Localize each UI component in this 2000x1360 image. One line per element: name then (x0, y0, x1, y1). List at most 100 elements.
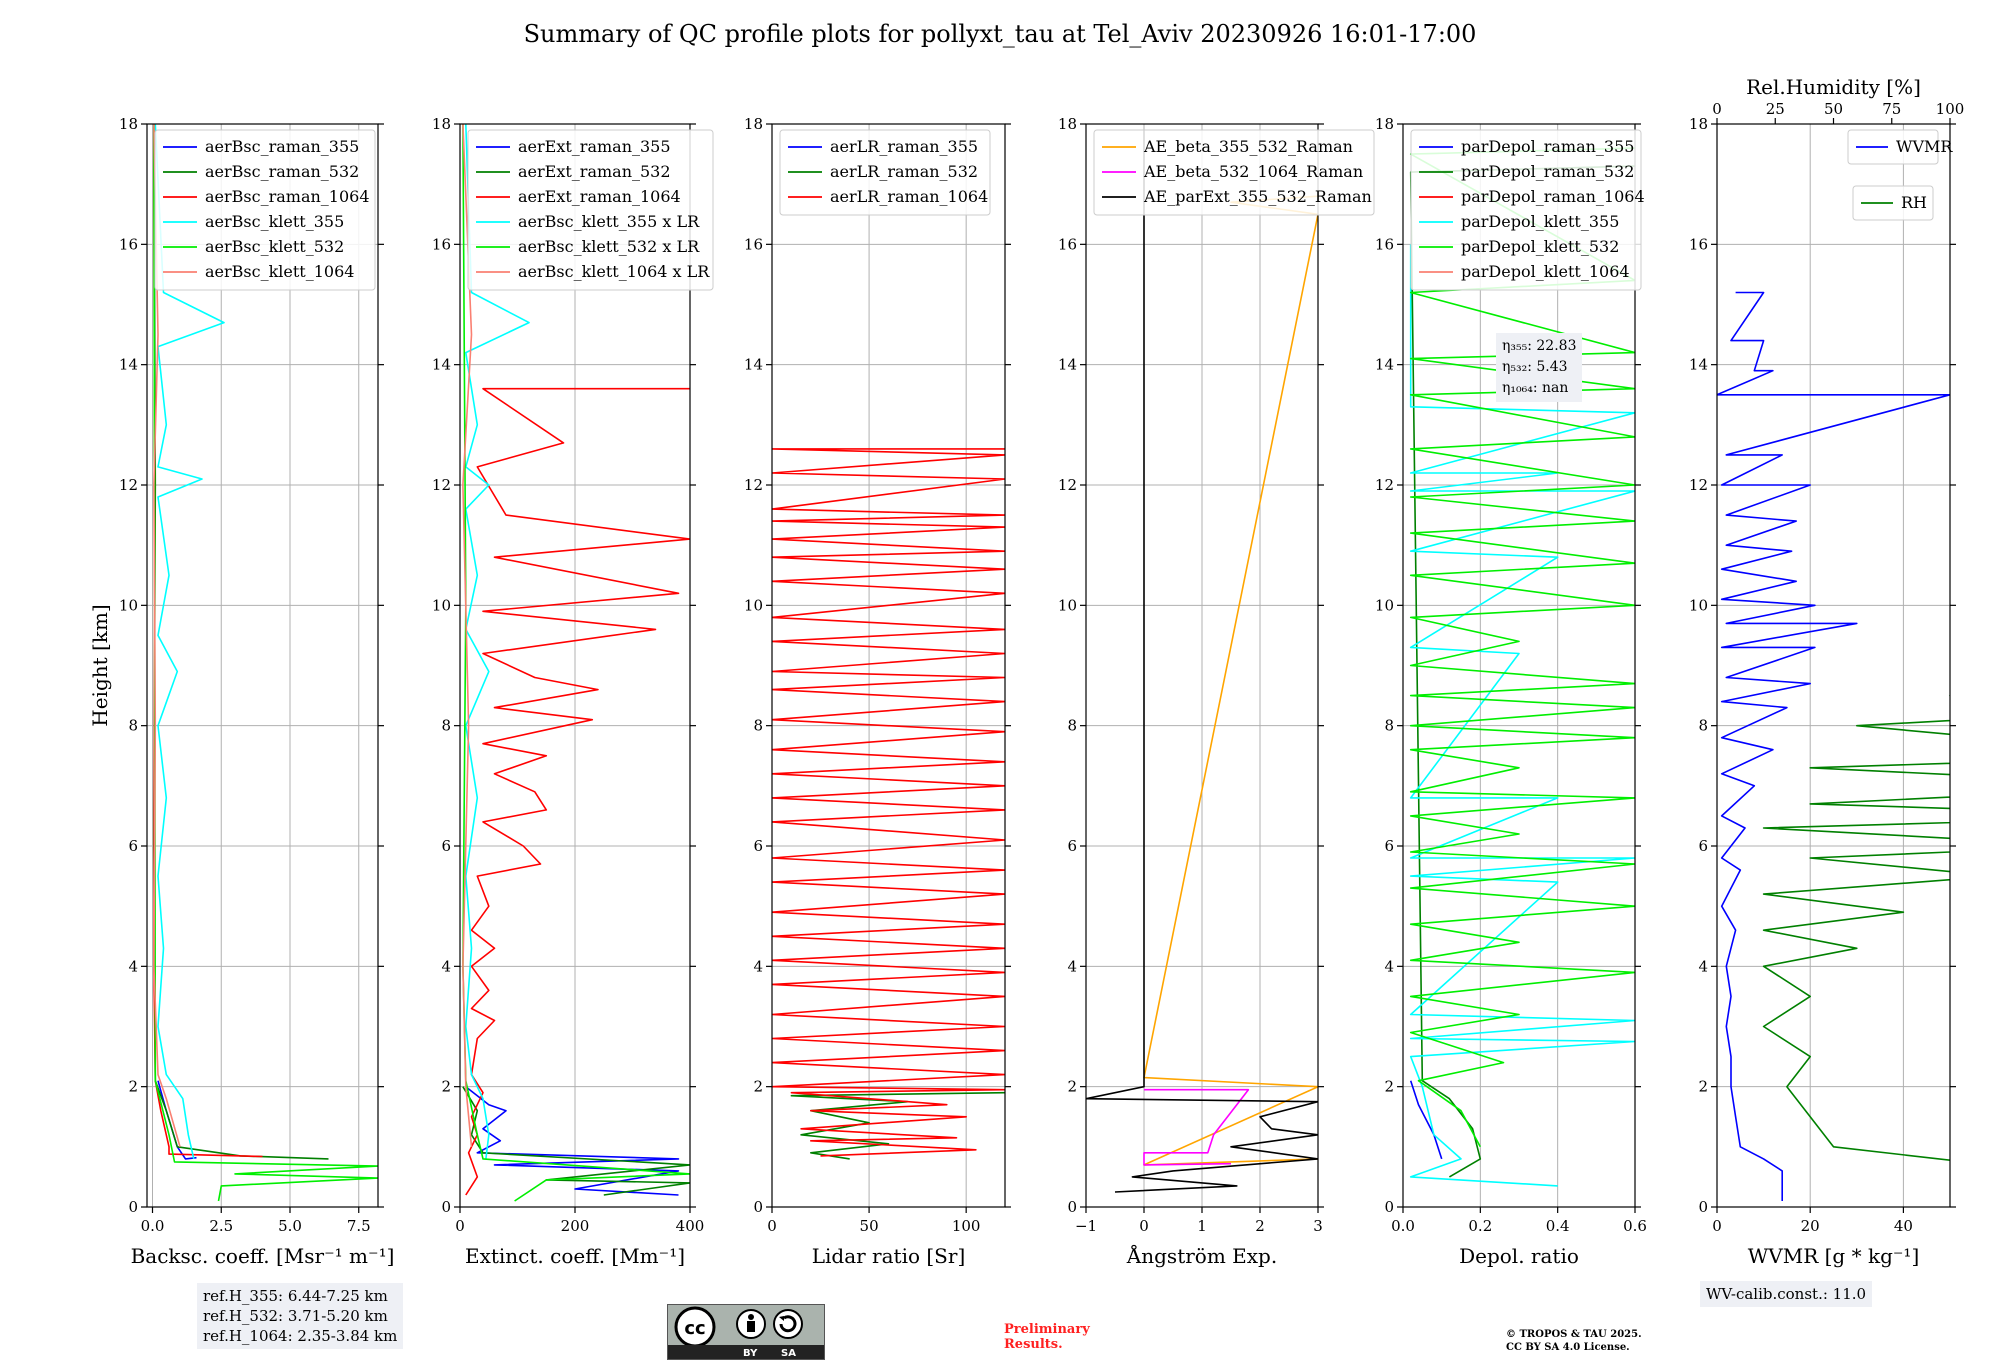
y-tick-label: 6 (128, 837, 138, 855)
x-tick-label: 0.0 (1391, 1217, 1415, 1235)
y-tick-label: 2 (1067, 1078, 1077, 1096)
series-parDepol_klett_532 (1409, 147, 1635, 1148)
y-tick-label: 16 (432, 235, 451, 253)
legend-entry: parDepol_klett_532 (1461, 237, 1619, 256)
y-tick-label: 12 (744, 476, 763, 494)
series-group (153, 124, 378, 1202)
y-tick-label: 2 (441, 1078, 451, 1096)
y-tick-label: 0 (1384, 1198, 1394, 1216)
panel-bsc: 0 2 4 6 8 10 12 14 16 18 0.0 2.5 5.0 7.5 Backsc. coeff… (88, 115, 394, 1268)
series-AE_beta_355_532_Raman (1143, 195, 1318, 1166)
legend: AE_beta_355_532_Raman AE_beta_532_1064_Ra… (1093, 129, 1375, 216)
top-x-tick-label: 75 (1882, 100, 1901, 118)
wv-calib-box: WV-calib.const.: 11.0 (1700, 1281, 1873, 1307)
y-tick-label: 18 (1375, 115, 1394, 133)
x-tick-label: 1 (1197, 1217, 1207, 1235)
legend-entry: aerExt_raman_532 (518, 162, 671, 181)
y-tick-label: 6 (1698, 837, 1708, 855)
legend: aerExt_raman_355 aerExt_raman_532 aerExt_r… (467, 129, 714, 291)
preliminary-line1: Preliminary (1004, 1322, 1090, 1337)
x-tick-label: 0 (1139, 1217, 1149, 1235)
y-tick-label: 18 (1058, 115, 1077, 133)
series-parDepol_raman_355 (1409, 1080, 1443, 1160)
series-group (1717, 291, 1950, 1201)
series-RH (1762, 694, 1950, 1161)
x-tick-label: 0 (767, 1217, 777, 1235)
legend: WVMR RH (1847, 129, 1953, 221)
x-axis-label: Backsc. coeff. [Msr⁻¹ m⁻¹] (131, 1244, 395, 1268)
y-tick-label: 4 (1698, 957, 1708, 975)
legend-entry: parDepol_raman_355 (1461, 137, 1634, 156)
legend-box (1093, 129, 1375, 216)
cc-sa-label: SA (781, 1348, 796, 1359)
x-tick-label: 0 (1712, 1217, 1722, 1235)
legend-box (467, 129, 714, 291)
x-tick-label: 0.4 (1546, 1217, 1570, 1235)
legend-box (1847, 129, 1939, 165)
x-axis-label: Lidar ratio [Sr] (812, 1244, 966, 1268)
x-tick-label: 0 (455, 1217, 465, 1235)
y-tick-label: 0 (1698, 1198, 1708, 1216)
axes-frame (1716, 123, 1951, 1208)
y-tick-label: 2 (1384, 1078, 1394, 1096)
y-tick-label: 8 (128, 717, 138, 735)
cc-badge-bar: BY SA (668, 1345, 824, 1359)
y-tick-label: 6 (1067, 837, 1077, 855)
y-tick-label: 0 (128, 1198, 138, 1216)
ref-height-532: ref.H_532: 3.71-5.20 km (203, 1307, 388, 1325)
legend-entry: aerLR_raman_355 (830, 137, 978, 156)
ref-height-355: ref.H_355: 6.44-7.25 km (203, 1287, 388, 1305)
eta-355: η₃₅₅: 22.83 (1502, 338, 1577, 354)
legend: parDepol_raman_355 parDepol_raman_532 parD… (1410, 129, 1645, 291)
y-tick-label: 10 (1689, 596, 1708, 614)
axes-frame (146, 123, 379, 1208)
legend-entry: WVMR (1896, 137, 1953, 156)
ref-height-1064: ref.H_1064: 2.35-3.84 km (203, 1327, 398, 1345)
y-tick-label: 0 (753, 1198, 763, 1216)
top-x-tick-label: 0 (1712, 100, 1722, 118)
legend-entry: aerBsc_klett_1064 (205, 262, 354, 281)
series-aerBsc_klett_1064 (153, 124, 181, 1148)
legend-entry: aerBsc_klett_1064 x LR (518, 262, 710, 281)
y-tick-label: 10 (119, 596, 138, 614)
copyright-line2: CC BY SA 4.0 License. (1506, 1342, 1630, 1353)
legend-entry: AE_beta_532_1064_Raman (1143, 162, 1363, 181)
x-tick-label: 200 (561, 1217, 590, 1235)
page-title: Summary of QC profile plots for pollyxt_… (523, 20, 1477, 48)
series-aerBsc_klett_1064 x LR (462, 124, 473, 1147)
legend-entry: AE_parExt_355_532_Raman (1143, 187, 1372, 206)
copyright-line1: © TROPOS & TAU 2025. (1506, 1329, 1642, 1340)
y-tick-label: 18 (119, 115, 138, 133)
y-tick-label: 2 (128, 1078, 138, 1096)
svg-text:cc: cc (684, 1318, 705, 1339)
legend-box (154, 129, 376, 291)
eta-box: η₃₅₅: 22.83 η₅₃₂: 5.43 η₁₀₆₄: nan (1496, 333, 1583, 402)
y-tick-label: 0 (441, 1198, 451, 1216)
y-tick-label: 10 (1375, 596, 1394, 614)
series-WVMR (1717, 291, 1950, 1201)
y-tick-label: 16 (1689, 235, 1708, 253)
eta-532: η₅₃₂: 5.43 (1502, 359, 1568, 375)
y-tick-label: 14 (119, 356, 138, 374)
y-tick-label: 4 (753, 957, 763, 975)
series-group (462, 124, 690, 1202)
series-parDepol_klett_355 (1409, 244, 1635, 1187)
y-tick-label: 14 (432, 356, 451, 374)
y-tick-label: 14 (1689, 356, 1708, 374)
x-tick-label: 2.5 (209, 1217, 233, 1235)
copyright-notice: © TROPOS & TAU 2025. CC BY SA 4.0 Licens… (1506, 1328, 1642, 1354)
series-aerBsc_klett_532 x LR (462, 124, 690, 1202)
top-x-tick-label: 50 (1824, 100, 1843, 118)
y-tick-label: 16 (744, 235, 763, 253)
y-tick-label: 10 (1058, 596, 1077, 614)
cc-license-badge: cc BY SA (667, 1304, 825, 1360)
y-tick-label: 16 (119, 235, 138, 253)
x-tick-label: 100 (952, 1217, 981, 1235)
legend-entry: aerBsc_klett_355 (205, 212, 344, 231)
preliminary-line2: Results. (1004, 1337, 1063, 1352)
series-group (1409, 147, 1635, 1187)
legend-entry: parDepol_klett_355 (1461, 212, 1619, 231)
legend: aerLR_raman_355 aerLR_raman_532 aerLR_rama… (779, 129, 991, 216)
